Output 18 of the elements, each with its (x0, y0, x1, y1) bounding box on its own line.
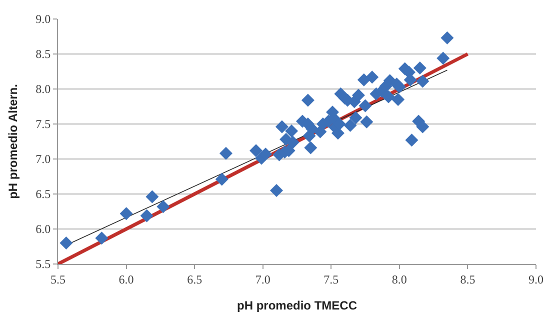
x-tick-label: 8.5 (460, 272, 476, 286)
y-tick-label: 6.0 (36, 222, 51, 236)
x-axis-title: pH promedio TMECC (237, 298, 358, 312)
x-tick-label: 6.5 (187, 272, 202, 286)
y-tick-label: 5.5 (36, 257, 51, 272)
y-tick-label: 8.5 (36, 47, 51, 62)
y-tick-label: 7.0 (36, 152, 51, 166)
y-tick-label: 7.5 (36, 117, 51, 132)
x-tick-label: 8.0 (392, 272, 407, 286)
x-tick-label: 9.0 (528, 272, 544, 286)
y-tick-label: 6.5 (36, 187, 51, 202)
x-tick-label: 6.0 (118, 272, 134, 286)
y-tick-label: 8.0 (36, 82, 51, 96)
y-tick-label: 9.0 (36, 12, 51, 26)
x-tick-label: 7.5 (324, 272, 339, 286)
y-axis-title: pH promedio Altern. (6, 84, 20, 199)
x-tick-label: 7.0 (255, 272, 270, 286)
x-tick-label: 5.5 (50, 272, 66, 286)
